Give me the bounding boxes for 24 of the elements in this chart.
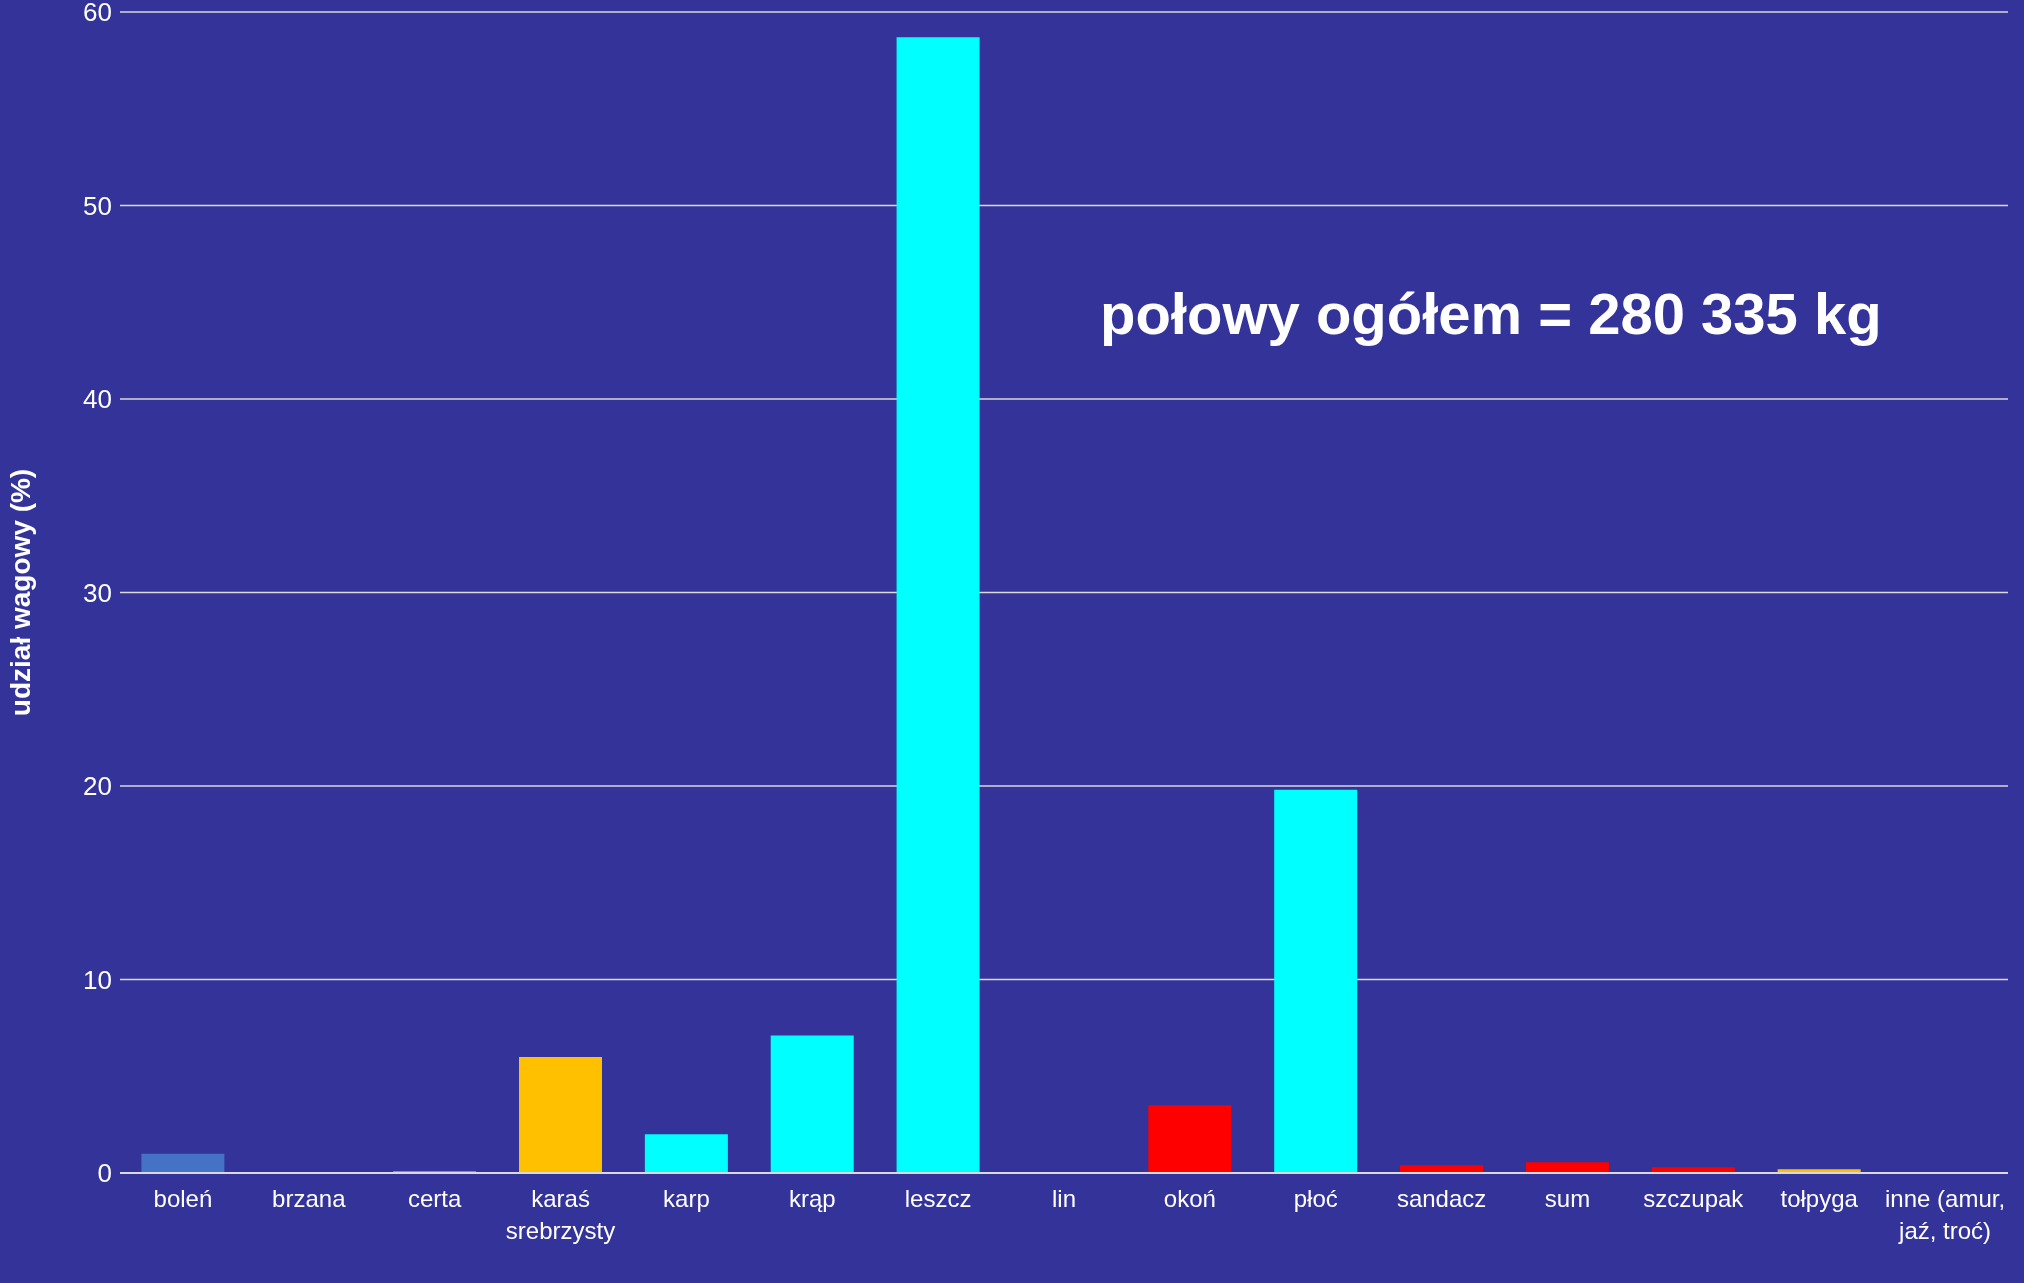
y-tick-label: 30 <box>83 577 112 608</box>
y-tick-label: 0 <box>97 1158 112 1189</box>
x-tick-label: sandacz <box>1396 1185 1487 1212</box>
x-tick-label: okoń <box>1163 1185 1216 1212</box>
x-tick-label: inne (amur, jaź, troć) <box>1885 1185 2006 1244</box>
x-tick-label: certa <box>407 1185 462 1212</box>
y-tick-label: 10 <box>83 964 112 995</box>
x-tick-label: karp <box>663 1185 710 1212</box>
x-tick-label: krąp <box>788 1185 836 1212</box>
y-tick-label: 60 <box>83 0 112 28</box>
x-tick-label: szczupak <box>1643 1185 1745 1212</box>
x-tick-label: płoć <box>1293 1185 1338 1212</box>
y-axis-title: udział wagowy (%) <box>4 468 36 717</box>
x-tick-label: boleń <box>153 1185 213 1212</box>
y-tick-label: 40 <box>83 384 112 415</box>
x-tick-label: tołpyga <box>1780 1185 1859 1212</box>
annotation: połowy ogółem = 280 335 kg <box>1100 280 1882 347</box>
x-tick-label: brzana <box>272 1185 347 1212</box>
x-tick-label: karaś srebrzysty <box>505 1185 616 1244</box>
x-tick-label: sum <box>1544 1185 1591 1212</box>
x-tick-label: leszcz <box>904 1185 972 1212</box>
y-tick-label: 20 <box>83 771 112 802</box>
y-tick-label: 50 <box>83 190 112 221</box>
x-tick-label: lin <box>1051 1185 1077 1212</box>
